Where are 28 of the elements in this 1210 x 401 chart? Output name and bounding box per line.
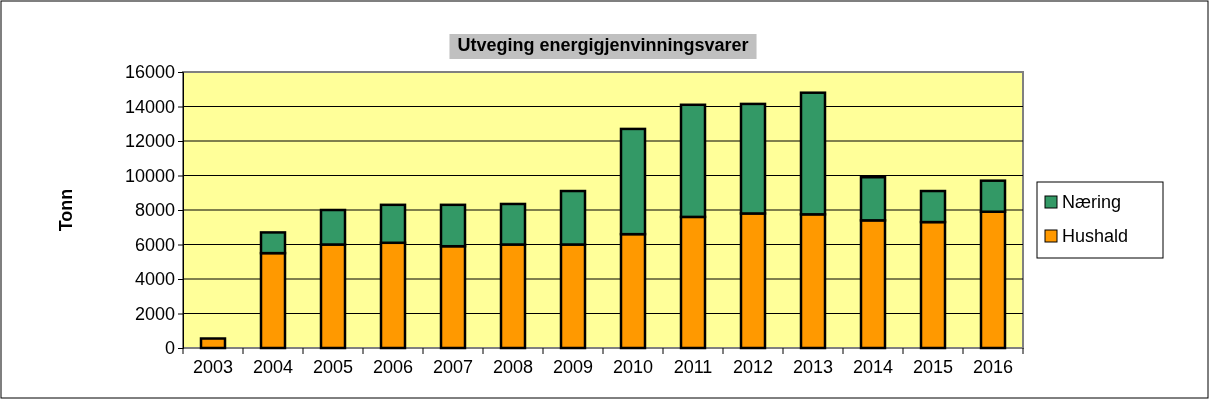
x-tick-label: 2009 [552, 356, 594, 377]
x-tick-label: 2015 [912, 356, 954, 377]
chart-title: Utveging energigjenvinningsvarer [457, 35, 749, 55]
x-tick-label: 2008 [492, 356, 534, 377]
y-tick-label: 14000 [124, 96, 175, 117]
y-tick-label: 16000 [124, 62, 175, 83]
x-tick-label: 2004 [252, 356, 294, 377]
x-tick-label: 2003 [192, 356, 234, 377]
y-tick-label: 4000 [134, 269, 175, 290]
x-tick-label: 2016 [972, 356, 1014, 377]
legend-label: Næring [1062, 192, 1122, 212]
y-tick-label: 10000 [124, 165, 175, 186]
y-tick-label: 6000 [134, 234, 175, 255]
y-tick-label: 8000 [134, 200, 175, 221]
x-tick-label: 2010 [612, 356, 654, 377]
x-tick-label: 2005 [312, 356, 354, 377]
y-tick-label: 0 [164, 338, 175, 359]
y-tick-label: 2000 [134, 303, 175, 324]
bar [199, 337, 227, 350]
x-tick-label: 2014 [852, 356, 894, 377]
x-tick-label: 2012 [732, 356, 774, 377]
x-tick-label: 2011 [673, 356, 713, 377]
legend-label: Hushald [1062, 226, 1129, 246]
x-tick-label: 2006 [372, 356, 414, 377]
x-tick-label: 2007 [432, 356, 474, 377]
y-tick-label: 12000 [124, 131, 175, 152]
x-tick-label: 2013 [792, 356, 834, 377]
y-axis-title: Tonn [56, 188, 76, 232]
